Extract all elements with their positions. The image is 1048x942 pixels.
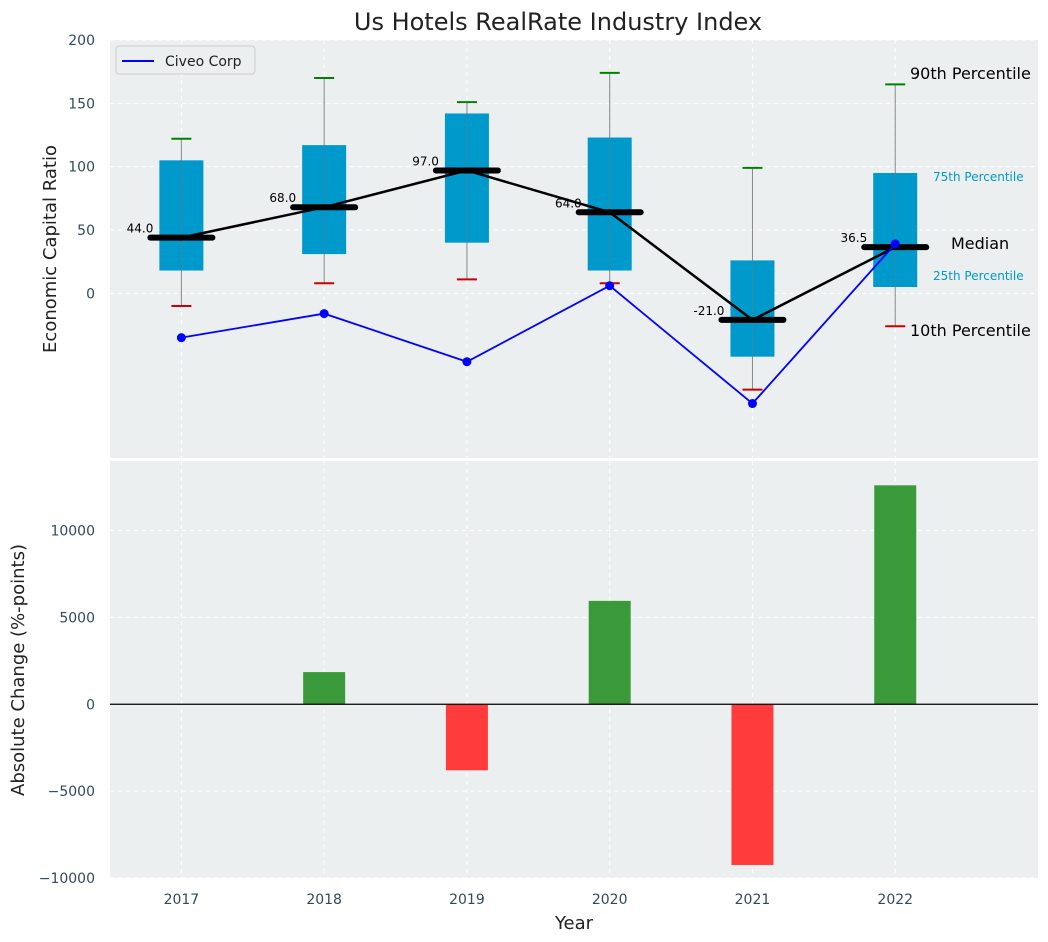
annotation-p10: 10th Percentile [910,321,1031,340]
median-label-2017: 44.0 [127,222,154,236]
bottom-y-tick-label: 5000 [59,610,95,626]
bottom-y-axis-label: Absolute Change (%-points) [8,544,29,796]
bar-group [110,485,1038,865]
change-bar-2022 [874,485,917,705]
x-tick-label: 2019 [449,892,485,908]
bottom-y-tick-label: 10000 [50,524,95,540]
top-y-tick-label: 50 [77,223,95,239]
top-y-tick-label: 200 [68,33,95,49]
chart-title: Us Hotels RealRate Industry Index [354,8,762,36]
civeo-point-2018 [319,309,329,319]
x-tick-label: 2018 [306,892,342,908]
change-bar-2018 [303,672,346,705]
civeo-point-2020 [605,281,615,291]
legend-box [115,45,256,75]
civeo-line [181,243,896,405]
change-bar-2019 [445,704,488,771]
x-tick-label: 2021 [735,892,771,908]
civeo-point-2022 [890,239,900,249]
median-label-2019: 97.0 [412,154,439,168]
change-bar-2021 [731,704,774,865]
top-y-tick-labels: 0 50 100 150 200 [68,33,95,302]
line-series-group: 44.0 68.0 97.0 64.0 -21.0 36.5 [127,154,930,409]
top-y-tick-label: 150 [68,96,95,112]
x-tick-label: 2020 [592,892,628,908]
civeo-point-2021 [747,399,757,409]
bottom-y-tick-label: −10000 [39,871,95,887]
x-tick-labels: 2017 2018 2019 2020 2021 2022 [164,892,913,908]
median-label-2021: -21.0 [693,304,724,318]
median-label-2018: 68.0 [269,191,296,205]
median-trend-line [181,169,896,322]
civeo-point-2019 [462,357,472,367]
annotation-median: Median [951,234,1009,253]
bottom-y-tick-label: −5000 [48,784,95,800]
bottom-y-tick-labels: −10000 −5000 0 5000 10000 [39,524,95,888]
x-axis-label: Year [554,913,594,934]
median-label-2020: 64.0 [555,196,582,210]
x-tick-label: 2022 [877,892,913,908]
median-label-2022: 36.5 [841,231,868,245]
change-bar-2020 [588,600,631,705]
annotation-p25: 25th Percentile [933,269,1024,283]
legend: Civeo Corp [115,45,256,75]
top-y-tick-label: 0 [86,286,95,302]
bottom-y-tick-label: 0 [86,697,95,713]
annotation-p90: 90th Percentile [910,64,1031,83]
top-y-axis-label: Economic Capital Ratio [40,145,61,353]
legend-label-civeo: Civeo Corp [165,54,242,70]
annotation-p75: 75th Percentile [933,170,1024,184]
top-y-tick-label: 100 [68,160,95,176]
x-tick-label: 2017 [164,892,200,908]
civeo-point-2017 [176,333,186,343]
